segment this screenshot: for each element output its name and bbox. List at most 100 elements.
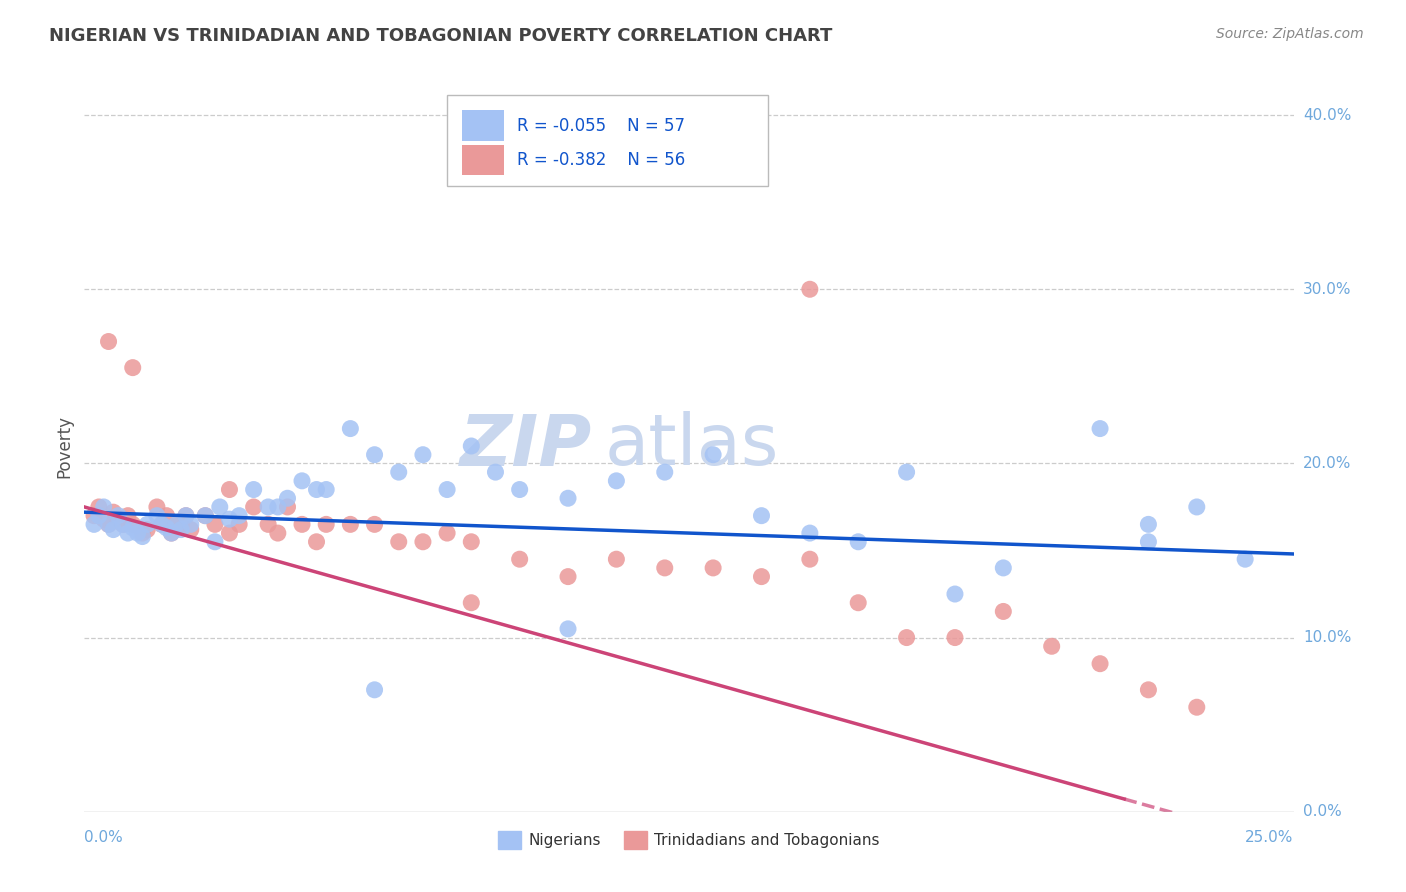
- Point: [276, 500, 298, 514]
- Point: [315, 517, 337, 532]
- Point: [557, 569, 579, 583]
- Point: [155, 508, 177, 523]
- Point: [896, 631, 918, 645]
- Point: [242, 483, 264, 497]
- Point: [460, 534, 482, 549]
- Point: [136, 517, 159, 532]
- Point: [146, 500, 169, 514]
- Point: [846, 596, 869, 610]
- Point: [242, 500, 264, 514]
- Point: [194, 508, 217, 523]
- Point: [751, 508, 773, 523]
- Point: [117, 526, 139, 541]
- Point: [339, 517, 361, 532]
- Text: atlas: atlas: [605, 411, 779, 481]
- Point: [267, 526, 290, 541]
- Point: [146, 508, 169, 523]
- Point: [702, 561, 724, 575]
- Point: [654, 561, 676, 575]
- Text: 25.0%: 25.0%: [1246, 830, 1294, 845]
- Point: [557, 491, 579, 506]
- Point: [412, 448, 434, 462]
- Point: [257, 517, 280, 532]
- Point: [208, 500, 231, 514]
- Text: 0.0%: 0.0%: [84, 830, 124, 845]
- Point: [751, 569, 773, 583]
- Text: 20.0%: 20.0%: [1303, 456, 1351, 471]
- Point: [107, 512, 129, 526]
- Point: [107, 508, 129, 523]
- Point: [131, 526, 153, 541]
- Point: [436, 483, 458, 497]
- Text: NIGERIAN VS TRINIDADIAN AND TOBAGONIAN POVERTY CORRELATION CHART: NIGERIAN VS TRINIDADIAN AND TOBAGONIAN P…: [49, 27, 832, 45]
- Point: [150, 517, 173, 532]
- FancyBboxPatch shape: [461, 111, 503, 141]
- Point: [112, 517, 135, 532]
- Point: [605, 474, 627, 488]
- Point: [484, 465, 506, 479]
- Point: [97, 517, 120, 532]
- Point: [204, 517, 226, 532]
- Point: [315, 483, 337, 497]
- Text: 10.0%: 10.0%: [1303, 630, 1351, 645]
- Point: [103, 505, 125, 519]
- Point: [363, 682, 385, 697]
- Point: [228, 508, 250, 523]
- Point: [460, 596, 482, 610]
- Point: [388, 534, 411, 549]
- Point: [943, 631, 966, 645]
- Point: [121, 360, 143, 375]
- Text: R = -0.382    N = 56: R = -0.382 N = 56: [517, 151, 686, 169]
- FancyBboxPatch shape: [461, 145, 503, 176]
- Point: [180, 517, 202, 532]
- Legend: Nigerians, Trinidadians and Tobagonians: Nigerians, Trinidadians and Tobagonians: [492, 824, 886, 855]
- Point: [165, 517, 187, 532]
- Point: [291, 517, 314, 532]
- Point: [87, 508, 110, 523]
- Point: [112, 517, 135, 532]
- Point: [97, 334, 120, 349]
- Point: [117, 508, 139, 523]
- Point: [388, 465, 411, 479]
- Point: [305, 534, 328, 549]
- Point: [654, 465, 676, 479]
- Point: [799, 282, 821, 296]
- Point: [150, 517, 173, 532]
- Point: [276, 491, 298, 506]
- Point: [460, 439, 482, 453]
- Point: [267, 500, 290, 514]
- Point: [160, 526, 183, 541]
- Point: [204, 534, 226, 549]
- Text: 30.0%: 30.0%: [1303, 282, 1351, 297]
- Point: [363, 448, 385, 462]
- Point: [174, 508, 197, 523]
- Point: [93, 512, 115, 526]
- Point: [1185, 500, 1208, 514]
- Point: [363, 517, 385, 532]
- Point: [412, 534, 434, 549]
- Point: [83, 508, 105, 523]
- Point: [1137, 517, 1160, 532]
- Point: [993, 561, 1015, 575]
- Point: [557, 622, 579, 636]
- Point: [305, 483, 328, 497]
- Point: [165, 517, 187, 532]
- Point: [194, 508, 217, 523]
- Text: 0.0%: 0.0%: [1303, 805, 1341, 819]
- Point: [257, 500, 280, 514]
- Point: [1185, 700, 1208, 714]
- Point: [605, 552, 627, 566]
- Point: [846, 534, 869, 549]
- Point: [1234, 552, 1257, 566]
- Point: [339, 421, 361, 435]
- Point: [87, 500, 110, 514]
- Point: [103, 523, 125, 537]
- Point: [799, 552, 821, 566]
- Point: [160, 526, 183, 541]
- Point: [97, 517, 120, 532]
- Point: [1088, 421, 1111, 435]
- Text: Source: ZipAtlas.com: Source: ZipAtlas.com: [1216, 27, 1364, 41]
- Point: [83, 517, 105, 532]
- Point: [943, 587, 966, 601]
- Point: [155, 521, 177, 535]
